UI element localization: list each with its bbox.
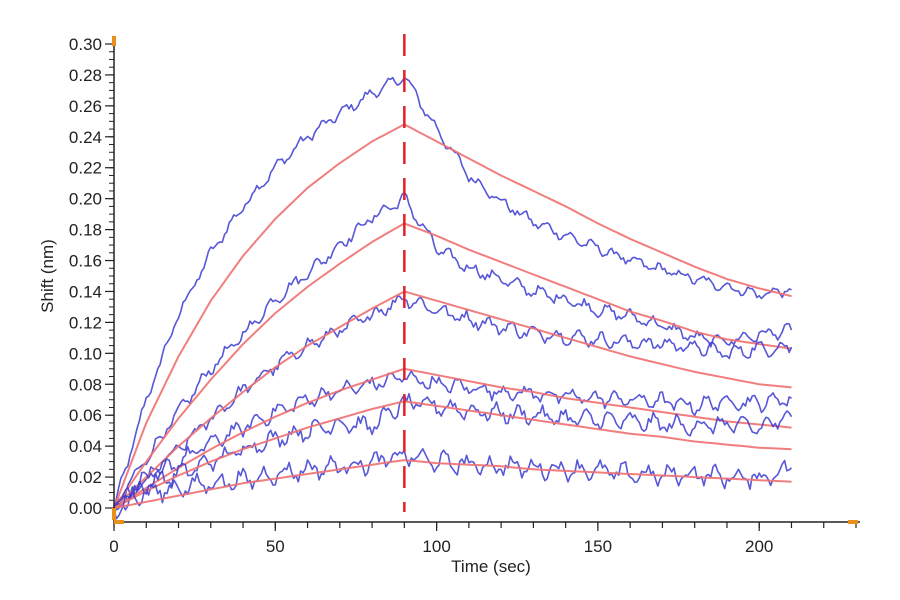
y-tick-label: 0.24 <box>69 128 102 147</box>
y-axis-title: Shift (nm) <box>38 239 57 313</box>
x-tick-label: 0 <box>109 537 118 556</box>
fit-curve <box>113 400 792 509</box>
y-tick-label: 0.18 <box>69 221 102 240</box>
fit-curve <box>113 222 792 509</box>
y-tick-label: 0.14 <box>69 282 102 301</box>
data-curve <box>113 392 793 511</box>
x-tick-label: 150 <box>584 537 612 556</box>
fit-curve <box>113 123 792 509</box>
fit-curve <box>113 459 792 509</box>
fit-curve <box>113 290 792 509</box>
y-tick-label: 0.16 <box>69 252 102 271</box>
y-tick-label: 0.30 <box>69 35 102 54</box>
x-axis-start-marker <box>114 520 124 524</box>
y-tick-label: 0.12 <box>69 313 102 332</box>
x-axis-title: Time (sec) <box>451 557 531 576</box>
y-tick-label: 0.08 <box>69 375 102 394</box>
y-tick-label: 0.04 <box>69 437 102 456</box>
data-curve <box>113 295 793 511</box>
data-curve <box>113 191 793 509</box>
x-axis-end-marker <box>848 520 858 524</box>
y-tick-label: 0.10 <box>69 344 102 363</box>
fit-curve <box>113 367 792 509</box>
x-axis: 0 50 100 150 200 <box>109 520 860 556</box>
y-axis-end-marker <box>112 36 116 46</box>
y-tick-label: 0.28 <box>69 66 102 85</box>
x-tick-label: 100 <box>422 537 450 556</box>
y-tick-label: 0.02 <box>69 468 102 487</box>
data-curve <box>113 370 792 509</box>
y-axis-start-marker <box>112 508 116 520</box>
y-tick-label: 0.20 <box>69 190 102 209</box>
y-tick-label: 0.06 <box>69 406 102 425</box>
y-axis: 0.00 0.02 0.04 0.06 0.08 0.10 0.12 0.14 0.16 0.18… <box>69 35 116 522</box>
x-tick-label: 50 <box>266 537 285 556</box>
plot-series <box>113 76 793 520</box>
x-tick-label: 200 <box>745 537 773 556</box>
y-tick-label: 0.26 <box>69 97 102 116</box>
y-tick-label: 0.00 <box>69 499 102 518</box>
y-tick-label: 0.22 <box>69 159 102 178</box>
